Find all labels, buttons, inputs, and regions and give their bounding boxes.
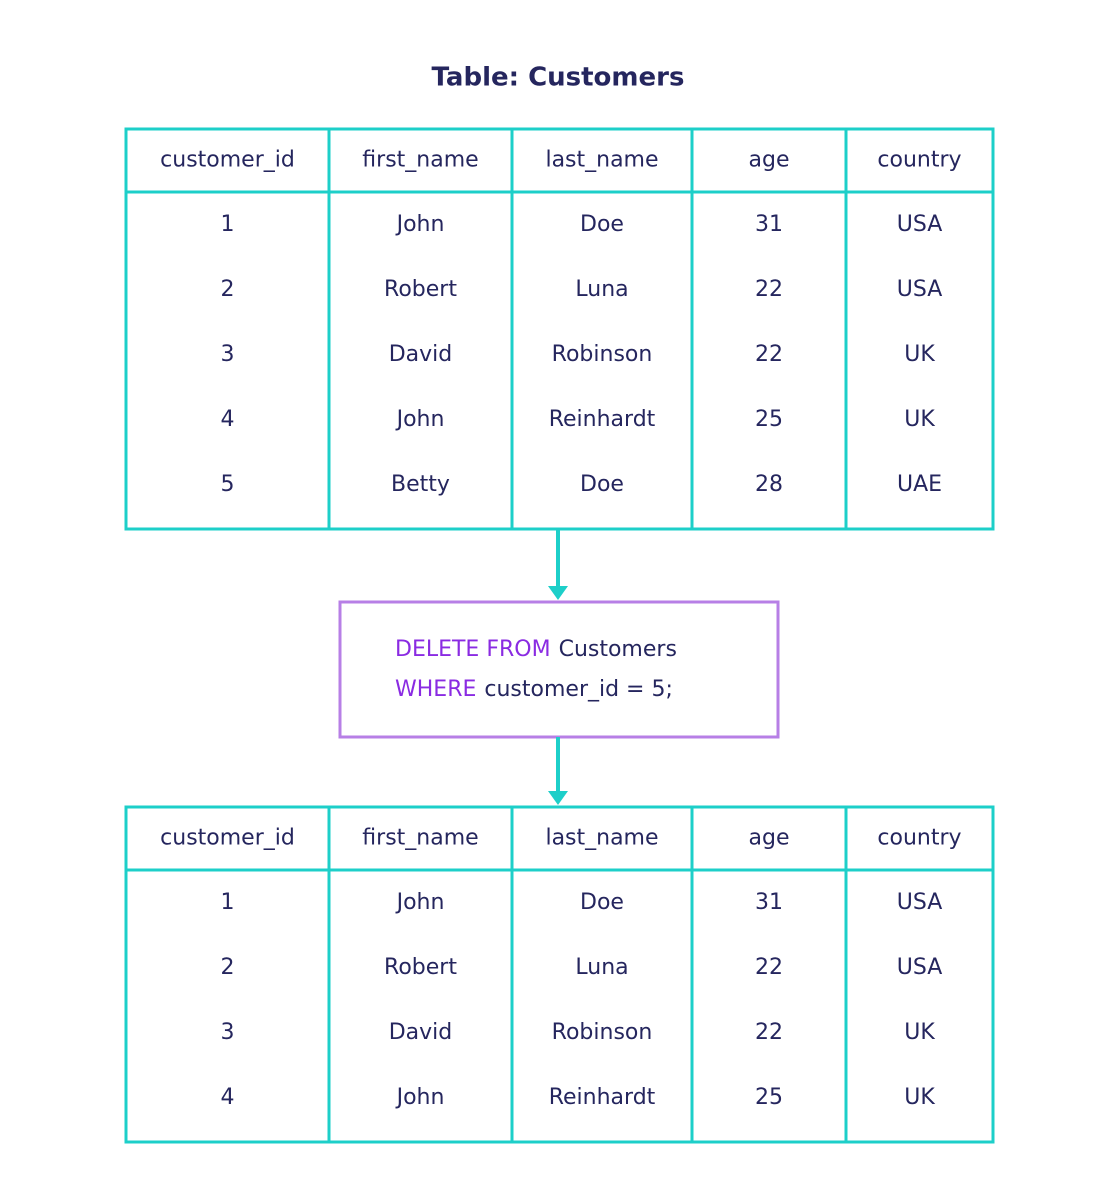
title: Table: Customers <box>432 63 685 93</box>
cell: Luna <box>575 955 628 980</box>
cell: John <box>395 890 445 915</box>
column-header: customer_id <box>160 826 295 851</box>
column-header: age <box>749 148 790 173</box>
cell: 1 <box>221 890 235 915</box>
column-header: age <box>749 826 790 851</box>
cell: Luna <box>575 277 628 302</box>
cell: 3 <box>221 342 235 367</box>
cell: UK <box>904 342 935 367</box>
cell: John <box>395 1085 445 1110</box>
cell: John <box>395 212 445 237</box>
cell: John <box>395 407 445 432</box>
cell: 22 <box>755 277 783 302</box>
query-line: WHERE customer_id = 5; <box>395 677 673 702</box>
cell: UAE <box>897 472 942 497</box>
cell: UK <box>904 1020 935 1045</box>
cell: David <box>389 1020 453 1045</box>
cell: USA <box>897 277 943 302</box>
cell: 5 <box>221 472 235 497</box>
query-line: DELETE FROM Customers <box>395 637 677 662</box>
cell: Robert <box>384 955 457 980</box>
cell: USA <box>897 890 943 915</box>
cell: Reinhardt <box>549 1085 656 1110</box>
cell: 22 <box>755 342 783 367</box>
column-header: first_name <box>362 826 478 851</box>
keyword: DELETE FROM <box>395 637 551 662</box>
cell: Doe <box>580 212 624 237</box>
cell: Reinhardt <box>549 407 656 432</box>
cell: David <box>389 342 453 367</box>
cell: 2 <box>221 277 235 302</box>
column-header: customer_id <box>160 148 295 173</box>
cell: 4 <box>221 1085 235 1110</box>
keyword: WHERE <box>395 677 476 702</box>
cell: USA <box>897 955 943 980</box>
arrow-head <box>548 586 568 600</box>
cell: Doe <box>580 472 624 497</box>
cell: 31 <box>755 212 783 237</box>
arrow-head <box>548 791 568 805</box>
table-border <box>124 805 995 1144</box>
query-text: Customers <box>559 637 677 662</box>
cell: Robinson <box>552 342 653 367</box>
cell: 28 <box>755 472 783 497</box>
cell: Betty <box>391 472 450 497</box>
cell: Robinson <box>552 1020 653 1045</box>
column-header: country <box>877 148 961 173</box>
query-text: customer_id = 5; <box>484 677 673 702</box>
cell: UK <box>904 407 935 432</box>
column-header: first_name <box>362 148 478 173</box>
cell: 22 <box>755 1020 783 1045</box>
cell: Doe <box>580 890 624 915</box>
cell: Robert <box>384 277 457 302</box>
cell: 1 <box>221 212 235 237</box>
table-border <box>124 127 995 531</box>
query-box <box>338 600 780 739</box>
cell: 4 <box>221 407 235 432</box>
cell: 25 <box>755 1085 783 1110</box>
cell: 2 <box>221 955 235 980</box>
cell: 3 <box>221 1020 235 1045</box>
cell: 31 <box>755 890 783 915</box>
column-header: last_name <box>545 826 658 851</box>
column-header: last_name <box>545 148 658 173</box>
cell: 22 <box>755 955 783 980</box>
cell: 25 <box>755 407 783 432</box>
column-header: country <box>877 826 961 851</box>
cell: UK <box>904 1085 935 1110</box>
cell: USA <box>897 212 943 237</box>
